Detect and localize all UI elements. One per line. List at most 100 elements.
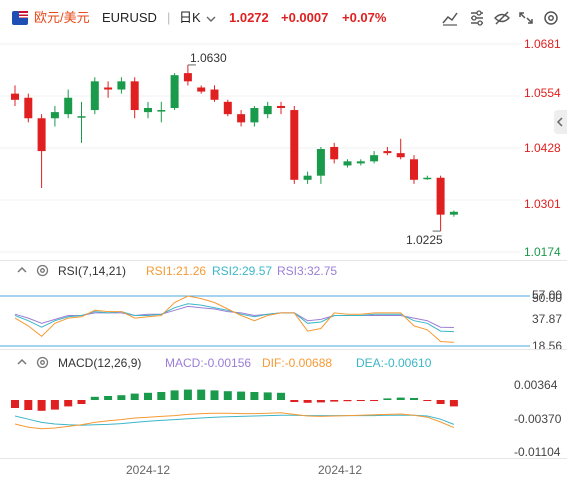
macd-bar [410, 398, 418, 400]
macd-bar [223, 391, 232, 400]
x-axis-tick: 2024-12 [126, 463, 171, 477]
dif-line [14, 412, 455, 430]
macd-bar [104, 396, 113, 400]
candle-body [77, 116, 86, 118]
candle-body [356, 161, 365, 164]
candle-body [370, 155, 379, 162]
price-axis-tick: 1.0174 [524, 245, 561, 259]
macd-axis-tick: -0.01104 [514, 445, 561, 459]
macd-bar [263, 392, 272, 400]
candle-body [197, 87, 206, 92]
macd-bar [343, 400, 352, 402]
period-selector[interactable]: 日K [179, 10, 201, 25]
candle-body [117, 81, 126, 90]
candle-body [449, 211, 458, 215]
candle-body [277, 105, 285, 108]
draw-icon[interactable] [440, 9, 460, 27]
macd-bar [37, 400, 46, 411]
macd-axis-tick: -0.00370 [514, 412, 562, 426]
candle-body [303, 175, 312, 180]
chevron-down-icon[interactable] [206, 12, 216, 28]
macd-settings-icon[interactable] [36, 356, 49, 372]
macd-title[interactable]: MACD(12,26,9) [58, 356, 142, 370]
rsi-axis-tick: 37.87 [532, 312, 563, 326]
candle-body [11, 93, 19, 100]
rsi-axis-tick: 50.00 [532, 291, 563, 305]
macd-bar [117, 395, 126, 400]
candle-body [316, 149, 325, 176]
price-axis-tick: 1.0428 [524, 141, 561, 155]
price-change: +0.0007 [281, 10, 329, 25]
macd-bar [183, 389, 192, 400]
price-change-percent: +0.07% [342, 10, 387, 25]
rsi-title[interactable]: RSI(7,14,21) [58, 264, 127, 278]
candle-body [157, 110, 166, 112]
macd-bar [11, 400, 19, 408]
macd-bar [330, 400, 339, 402]
price-axis-tick: 1.0554 [524, 86, 561, 100]
macd-collapse-icon[interactable] [16, 356, 28, 371]
price-axis-tick: 1.0301 [524, 197, 561, 211]
candle-body [37, 118, 46, 152]
candle-body [383, 151, 392, 154]
candle-body [130, 81, 139, 111]
panel-separator [0, 260, 567, 261]
candle-body [223, 101, 232, 115]
candle-body [263, 105, 272, 115]
macd-bar [356, 400, 365, 401]
candle-body [330, 146, 339, 160]
macd-bar [90, 396, 99, 400]
macd-bar [170, 390, 179, 400]
candle-body [104, 87, 113, 90]
symbol-code[interactable]: EURUSD [102, 10, 157, 25]
candle-body [343, 161, 352, 166]
candle-body [144, 108, 152, 113]
macd-bar [237, 391, 246, 400]
price-axis-tick: 1.0681 [524, 37, 561, 51]
macd-bar [197, 389, 206, 400]
divider: | [167, 10, 171, 25]
candle-body [396, 153, 405, 158]
macd-bar [77, 400, 86, 404]
candle-body [250, 108, 259, 123]
dea-line [14, 414, 455, 426]
rsi-settings-icon[interactable] [36, 264, 49, 280]
low-price-label: 1.0225 [406, 233, 443, 247]
rsi1-line [14, 295, 454, 343]
candle-body [410, 159, 418, 180]
macd-bar [130, 393, 139, 400]
macd-axis-tick: 0.00364 [514, 378, 558, 392]
macd-value: MACD:-0.00156 [165, 356, 252, 370]
macd-bar [396, 397, 405, 400]
macd-bar [210, 390, 219, 400]
macd-bar [436, 400, 445, 404]
side-collapse-handle[interactable] [554, 110, 567, 134]
rsi1-value: RSI1:21.26 [146, 264, 207, 278]
rsi-collapse-icon[interactable] [16, 264, 28, 279]
macd-bar [383, 398, 392, 400]
candle-body [50, 112, 59, 119]
settings-icon[interactable] [541, 9, 561, 27]
candle-body [170, 75, 179, 108]
currency-flag-icon [12, 11, 28, 25]
macd-bar [250, 392, 259, 400]
candle-body [237, 114, 246, 123]
candle-body [24, 97, 33, 119]
indicator-icon[interactable] [467, 9, 487, 27]
expand-icon[interactable] [516, 9, 536, 27]
candle-body [423, 177, 432, 180]
macd-bar [64, 400, 73, 407]
candle-body [90, 81, 99, 111]
rsi-axis-tick: 57.00 [532, 288, 563, 302]
macd-bar [144, 392, 152, 400]
high-price-label: 1.0630 [190, 51, 227, 65]
candle-body [183, 73, 192, 82]
header-bar: 欧元/美元 EURUSD | 日K 1.0272 +0.0007 +0.07% [0, 0, 567, 36]
dea-value: DEA:-0.00610 [356, 356, 432, 370]
candle-body [64, 97, 73, 115]
macd-bar [449, 400, 458, 407]
symbol-name-cn[interactable]: 欧元/美元 [34, 10, 90, 25]
macd-bar [303, 400, 312, 403]
hide-icon[interactable] [492, 9, 512, 27]
